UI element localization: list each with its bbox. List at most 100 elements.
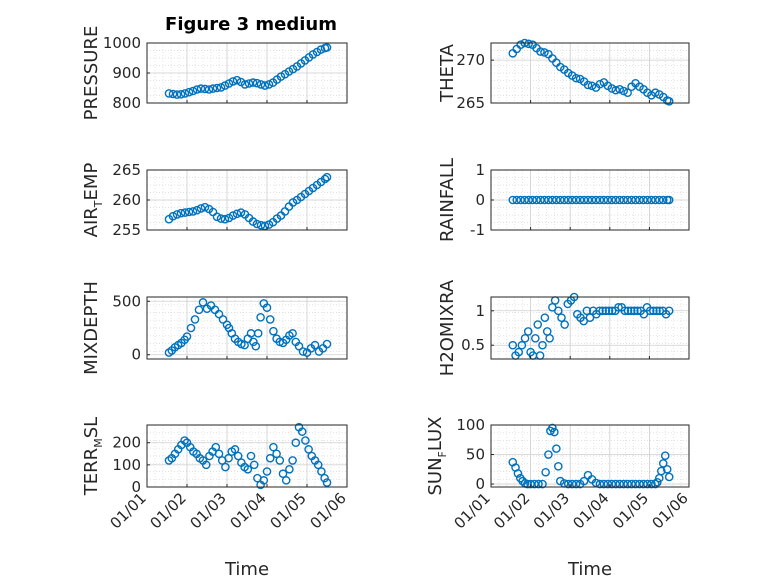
data-point bbox=[614, 303, 623, 312]
y-label-rest: LUX bbox=[425, 416, 446, 451]
y-label-main: SUN bbox=[425, 457, 446, 495]
data-point bbox=[631, 479, 640, 489]
axes-mixdepth: 0 500 MIXDEPTH bbox=[81, 281, 348, 375]
data-point bbox=[639, 479, 648, 489]
data-point bbox=[252, 219, 262, 229]
data-point bbox=[536, 195, 545, 205]
data-point bbox=[180, 436, 189, 445]
data-point bbox=[212, 83, 222, 93]
data-point bbox=[517, 340, 527, 350]
data-point bbox=[265, 315, 275, 324]
data-point bbox=[260, 81, 270, 90]
axes-rainfall: -1 0 1 RAINFALL bbox=[437, 158, 690, 242]
data-point bbox=[560, 320, 569, 329]
data-point bbox=[285, 464, 294, 474]
data-point bbox=[232, 209, 242, 219]
data-point bbox=[200, 202, 210, 212]
data-point bbox=[264, 80, 274, 89]
data-point bbox=[635, 479, 644, 489]
data-point bbox=[631, 195, 640, 205]
y-label-rest: EMP bbox=[81, 163, 102, 201]
data-point bbox=[322, 43, 332, 52]
data-point bbox=[211, 442, 221, 452]
data-point bbox=[651, 195, 660, 205]
data-point bbox=[256, 80, 266, 89]
y-tick-label: 0 bbox=[475, 191, 485, 209]
data-point bbox=[322, 478, 332, 487]
data-point bbox=[604, 306, 614, 316]
data-point bbox=[611, 479, 621, 489]
data-point bbox=[164, 89, 174, 98]
data-point bbox=[664, 96, 674, 106]
y-tick-label: 265 bbox=[456, 94, 485, 112]
data-point bbox=[651, 479, 660, 489]
data-point bbox=[528, 195, 537, 205]
data-point bbox=[643, 195, 652, 205]
data-point bbox=[196, 84, 206, 93]
data-point bbox=[297, 427, 307, 436]
data-point bbox=[611, 85, 621, 95]
data-point bbox=[615, 84, 625, 94]
y-tick-label: 265 bbox=[112, 161, 141, 179]
y-tick-label: 200 bbox=[112, 434, 141, 452]
y-label-subscript: F bbox=[436, 451, 449, 457]
data-point bbox=[240, 80, 250, 89]
data-point bbox=[655, 195, 664, 205]
data-point bbox=[275, 456, 285, 465]
data-point bbox=[176, 90, 186, 99]
y-tick-label: 900 bbox=[112, 64, 141, 82]
data-point bbox=[579, 195, 589, 205]
y-tick-label: 1000 bbox=[103, 34, 141, 52]
data-point bbox=[575, 195, 585, 205]
data-point bbox=[204, 85, 214, 94]
data-point bbox=[531, 334, 540, 343]
data-point bbox=[269, 326, 278, 336]
data-point bbox=[554, 306, 563, 316]
data-point bbox=[662, 464, 672, 474]
y-tick-label: 260 bbox=[112, 191, 141, 209]
data-point bbox=[294, 341, 304, 351]
data-point bbox=[556, 195, 565, 205]
y-axis-label: TERRMSL bbox=[81, 417, 105, 496]
axes-box bbox=[490, 296, 690, 360]
data-point bbox=[192, 205, 202, 215]
axes-box bbox=[146, 424, 348, 488]
y-axis-label: RAINFALL bbox=[437, 158, 458, 242]
data-point bbox=[536, 47, 545, 56]
data-point bbox=[224, 453, 233, 463]
y-axis-label: SUNFLUX bbox=[425, 416, 449, 495]
data-point bbox=[627, 479, 636, 489]
data-point bbox=[233, 451, 243, 461]
data-point bbox=[579, 476, 589, 486]
y-label-subscript: T bbox=[92, 200, 105, 208]
data-point bbox=[619, 479, 628, 489]
data-point bbox=[651, 88, 660, 98]
data-point bbox=[281, 476, 291, 485]
data-point bbox=[607, 306, 617, 316]
data-point bbox=[172, 210, 182, 219]
data-point bbox=[647, 479, 656, 489]
data-point bbox=[508, 340, 518, 350]
data-point bbox=[615, 479, 625, 489]
data-point bbox=[607, 479, 617, 489]
y-axis-label: H2OMIXRA bbox=[437, 279, 458, 376]
data-point bbox=[230, 445, 240, 454]
data-point bbox=[259, 476, 269, 485]
data-point bbox=[599, 195, 609, 205]
data-point bbox=[533, 320, 543, 329]
data-point bbox=[208, 84, 218, 93]
data-point bbox=[269, 442, 278, 452]
y-tick-label: 800 bbox=[112, 94, 141, 112]
data-point bbox=[301, 436, 310, 445]
y-label-subscript: M bbox=[92, 438, 105, 448]
axes-terr_msl: 0 100 200 TERRMSL bbox=[81, 417, 348, 496]
data-point bbox=[256, 220, 266, 230]
y-label-rest: SL bbox=[81, 417, 102, 438]
y-tick-label: 0.5 bbox=[461, 336, 485, 354]
data-point bbox=[182, 332, 192, 341]
data-point bbox=[559, 195, 569, 205]
data-point bbox=[520, 334, 530, 343]
data-point bbox=[664, 195, 674, 205]
data-point bbox=[623, 306, 633, 316]
